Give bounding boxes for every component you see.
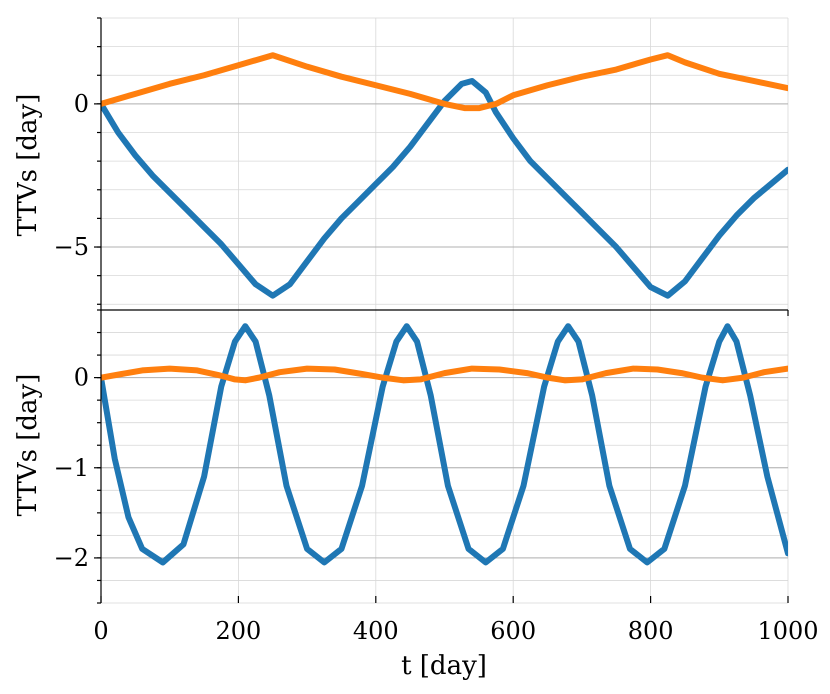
bottom-x-tick-label: 800 — [628, 617, 674, 645]
bottom-series-line-blue — [101, 323, 788, 566]
top-y-tick-label: −5 — [54, 233, 89, 261]
bottom-x-tick-label: 0 — [93, 617, 108, 645]
bottom-panel: 0 −1 −2 0 200 400 600 800 1000 — [54, 309, 819, 645]
bottom-y-tick-label: −1 — [54, 454, 89, 482]
bottom-x-tick-label: 400 — [353, 617, 399, 645]
top-y-axis-label: TTVs [day] — [13, 94, 43, 237]
x-axis-label: t [day] — [401, 651, 487, 681]
bottom-y-tick-label: 0 — [74, 364, 89, 392]
bottom-y-axis-label: TTVs [day] — [13, 374, 43, 517]
top-series-line-orange — [101, 52, 788, 112]
top-panel: 0 −5 — [54, 17, 789, 310]
top-y-tick-label: 0 — [74, 90, 89, 118]
bottom-x-tick-label: 600 — [490, 617, 536, 645]
bottom-y-tick-label: −2 — [54, 544, 89, 572]
bottom-x-tick-label: 200 — [215, 617, 261, 645]
bottom-x-tick-label: 1000 — [757, 617, 818, 645]
bottom-series-line-orange — [101, 365, 788, 384]
top-series-line-blue — [101, 77, 788, 299]
